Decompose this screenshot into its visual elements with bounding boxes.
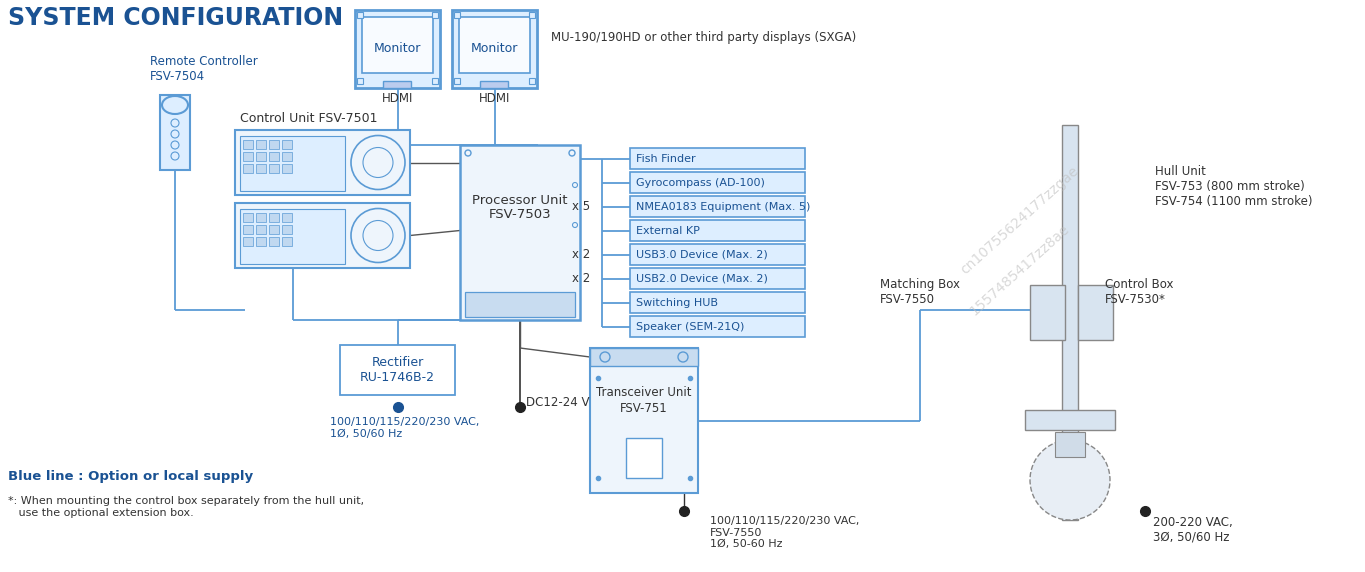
Bar <box>631 268 805 289</box>
Bar <box>283 152 292 161</box>
Text: Speaker (SEM-21Q): Speaker (SEM-21Q) <box>636 321 744 332</box>
Bar <box>590 348 698 493</box>
Text: Blue line : Option or local supply: Blue line : Option or local supply <box>8 470 253 483</box>
Text: HDMI: HDMI <box>382 92 414 105</box>
Bar <box>384 81 411 88</box>
Bar <box>283 213 292 222</box>
Bar <box>530 78 535 84</box>
Bar <box>240 209 345 264</box>
Bar <box>465 292 575 317</box>
Bar <box>431 12 438 18</box>
Text: MU-190/190HD or other third party displays (SXGA): MU-190/190HD or other third party displa… <box>551 31 856 45</box>
Bar <box>269 152 278 161</box>
Bar <box>243 152 253 161</box>
Bar <box>283 225 292 234</box>
Text: Remote Controller
FSV-7504: Remote Controller FSV-7504 <box>150 55 258 83</box>
Bar <box>627 438 662 478</box>
Text: Rectifier
RU-1746B-2: Rectifier RU-1746B-2 <box>360 356 435 384</box>
Bar <box>240 136 345 191</box>
Circle shape <box>1031 440 1110 520</box>
Text: Monitor: Monitor <box>471 42 519 54</box>
Text: Processor Unit
FSV-7503: Processor Unit FSV-7503 <box>472 193 568 221</box>
Text: 100/110/115/220/230 VAC,
1Ø, 50/60 Hz: 100/110/115/220/230 VAC, 1Ø, 50/60 Hz <box>330 417 479 439</box>
Bar <box>1055 432 1085 457</box>
Text: Control Box
FSV-7530*: Control Box FSV-7530* <box>1106 278 1174 306</box>
Bar <box>257 237 266 246</box>
Text: x 2: x 2 <box>572 272 590 285</box>
Bar <box>452 10 536 88</box>
Text: 100/110/115/220/230 VAC,
FSV-7550
1Ø, 50-60 Hz: 100/110/115/220/230 VAC, FSV-7550 1Ø, 50… <box>710 516 860 549</box>
Text: Hull Unit
FSV-753 (800 mm stroke)
FSV-754 (1100 mm stroke): Hull Unit FSV-753 (800 mm stroke) FSV-75… <box>1155 165 1313 208</box>
Bar <box>257 152 266 161</box>
Bar <box>257 164 266 173</box>
Text: Matching Box
FSV-7550: Matching Box FSV-7550 <box>880 278 960 306</box>
Bar <box>362 17 433 73</box>
Bar <box>283 164 292 173</box>
Bar <box>631 244 805 265</box>
Bar <box>243 164 253 173</box>
Bar <box>283 140 292 149</box>
Text: 200-220 VAC,
3Ø, 50/60 Hz: 200-220 VAC, 3Ø, 50/60 Hz <box>1153 516 1233 544</box>
Bar <box>631 172 805 193</box>
Text: SYSTEM CONFIGURATION: SYSTEM CONFIGURATION <box>8 6 343 30</box>
Text: Switching HUB: Switching HUB <box>636 297 718 308</box>
Bar <box>1078 285 1112 340</box>
Bar <box>358 78 363 84</box>
Text: x 2: x 2 <box>572 248 590 261</box>
Text: Fish Finder: Fish Finder <box>636 153 696 164</box>
Bar <box>631 196 805 217</box>
Bar <box>269 140 278 149</box>
Bar <box>269 213 278 222</box>
Bar <box>283 237 292 246</box>
Text: x 5: x 5 <box>572 200 590 213</box>
Bar <box>1062 125 1078 520</box>
Bar <box>257 213 266 222</box>
Bar <box>269 237 278 246</box>
Bar <box>358 12 363 18</box>
Bar <box>340 345 455 395</box>
Text: HDMI: HDMI <box>479 92 511 105</box>
Ellipse shape <box>162 96 188 114</box>
Bar <box>631 220 805 241</box>
Bar <box>631 148 805 169</box>
Text: USB3.0 Device (Max. 2): USB3.0 Device (Max. 2) <box>636 249 767 260</box>
Text: cn10755624177zzgae: cn10755624177zzgae <box>958 164 1082 277</box>
Bar <box>1031 285 1065 340</box>
Bar <box>269 164 278 173</box>
Text: Control Unit FSV-7501: Control Unit FSV-7501 <box>240 112 378 125</box>
Bar <box>590 348 698 366</box>
Bar <box>455 78 460 84</box>
Text: DC12-24 V: DC12-24 V <box>526 395 590 408</box>
Bar <box>257 140 266 149</box>
Text: 1557485417zz8ae: 1557485417zz8ae <box>968 222 1073 318</box>
Bar <box>459 17 530 73</box>
Text: External KP: External KP <box>636 225 700 236</box>
Bar <box>269 225 278 234</box>
Bar <box>243 140 253 149</box>
Text: Gyrocompass (AD-100): Gyrocompass (AD-100) <box>636 177 764 188</box>
Bar <box>460 145 580 320</box>
Text: USB2.0 Device (Max. 2): USB2.0 Device (Max. 2) <box>636 273 768 284</box>
Bar <box>530 12 535 18</box>
Bar <box>431 78 438 84</box>
Bar <box>243 213 253 222</box>
Bar <box>235 203 410 268</box>
Bar <box>480 81 508 88</box>
Bar <box>455 12 460 18</box>
Bar <box>1025 410 1115 430</box>
Text: NMEA0183 Equipment (Max. 5): NMEA0183 Equipment (Max. 5) <box>636 201 811 212</box>
Bar <box>631 316 805 337</box>
Bar <box>257 225 266 234</box>
Bar <box>243 237 253 246</box>
Text: Transceiver Unit
FSV-751: Transceiver Unit FSV-751 <box>597 387 692 415</box>
Bar <box>160 95 190 170</box>
Bar <box>243 225 253 234</box>
Bar <box>355 10 440 88</box>
Text: *: When mounting the control box separately from the hull unit,
   use the optio: *: When mounting the control box separat… <box>8 496 364 518</box>
Bar <box>631 292 805 313</box>
Bar <box>235 130 410 195</box>
Text: Monitor: Monitor <box>374 42 422 54</box>
